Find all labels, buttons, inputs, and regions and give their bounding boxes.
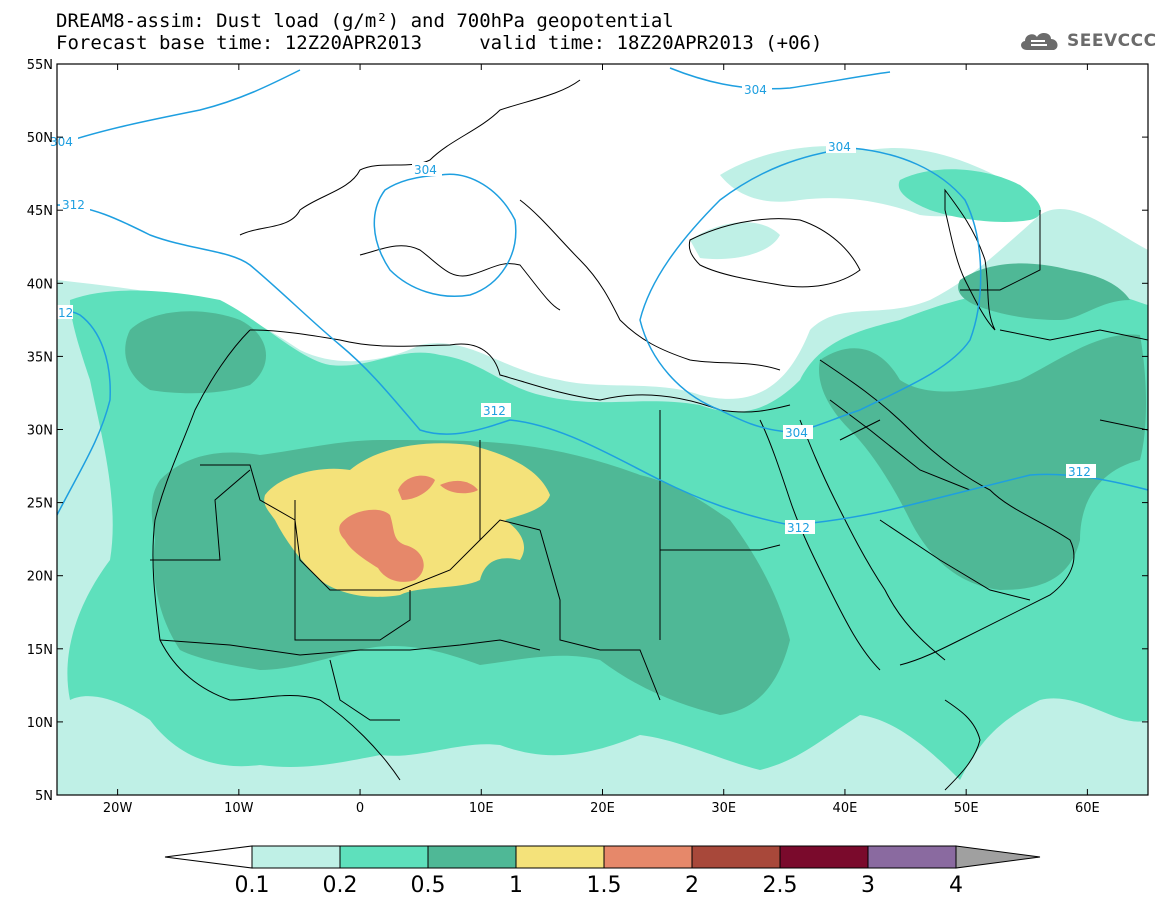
colorbar-box <box>779 845 869 869</box>
seevccc-logo: SEEVCCC <box>1017 28 1157 54</box>
colorbar-box <box>427 845 517 869</box>
contour-304-north <box>669 67 891 90</box>
colorbar-box <box>603 845 693 869</box>
border-sahara-mid <box>150 440 661 701</box>
cloud-icon <box>1021 33 1058 50</box>
logo-text: SEEVCCC <box>1067 31 1157 51</box>
contour-label: 304 <box>828 140 851 154</box>
colorbar-box <box>515 845 605 869</box>
contour-label: 304 <box>744 83 767 97</box>
lon-tick-label: 60E <box>1075 801 1100 816</box>
contour-label: 304 <box>785 426 808 440</box>
colorbar-label: 1 <box>509 873 523 898</box>
lon-tick-label: 10E <box>469 801 494 816</box>
dust-shade-0.2-caspian <box>898 169 1041 222</box>
lat-tick-label: 10N <box>27 716 53 731</box>
dust-shade-0.5-arabia <box>819 334 1146 590</box>
contour-312-west <box>57 204 1148 526</box>
coastline-europe <box>239 79 781 371</box>
colorbar-label: 0.2 <box>323 873 358 898</box>
lat-tick-label: 55N <box>27 58 53 73</box>
lon-tick-label: 20W <box>103 801 133 816</box>
colorbar: 0.1 0.2 0.5 1 1.5 2 2.5 3 4 <box>164 845 1041 898</box>
colorbar-box <box>867 845 957 869</box>
lat-tick-label: 25N <box>27 497 53 512</box>
colorbar-label: 1.5 <box>587 873 622 898</box>
coastline-black-sea <box>688 218 861 288</box>
longitude-axis: 20W 10W 0 10E 20E 30E 40E 50E 60E <box>103 64 1100 816</box>
lat-tick-label: 30N <box>27 424 53 439</box>
border-arabia <box>829 399 1031 601</box>
coastline-caspian <box>944 188 996 331</box>
border-sahel <box>159 639 541 721</box>
dust-shade-1.5-north <box>398 475 435 500</box>
colorbar-box <box>251 845 341 869</box>
lon-tick-label: 50E <box>954 801 979 816</box>
lat-tick-label: 40N <box>27 277 53 292</box>
colorbar-label: 2.5 <box>763 873 798 898</box>
colorbar-label: 4 <box>949 873 963 898</box>
dust-shade-1.5-main <box>339 509 424 582</box>
contour-label: 312 <box>787 521 810 535</box>
colorbar-box <box>691 845 781 869</box>
lat-tick-label: 50N <box>27 131 53 146</box>
dust-shade-1 <box>264 443 550 597</box>
lon-tick-label: 0 <box>356 801 364 816</box>
lon-tick-label: 40E <box>833 801 858 816</box>
contour-label: 12 <box>58 306 73 320</box>
contour-label: 312 <box>1068 465 1091 479</box>
contour-label: 304 <box>50 135 73 149</box>
lat-tick-label: 20N <box>27 570 53 585</box>
dust-shade-1.5-ne <box>440 480 478 494</box>
lat-tick-label: 35N <box>27 350 53 365</box>
lon-tick-label: 20E <box>590 801 615 816</box>
latitude-axis: 55N 50N 45N 40N 35N 30N 25N 20N 15N 10N 5N <box>27 58 1148 804</box>
colorbar-label: 3 <box>861 873 875 898</box>
dust-shade-0.5-west <box>125 311 267 394</box>
lat-tick-label: 45N <box>27 204 53 219</box>
contour-label: 304 <box>414 163 437 177</box>
coastline-arabia <box>819 359 1075 666</box>
border-sahara-west <box>200 464 541 591</box>
coastline-red-sea <box>759 419 946 671</box>
dust-shade-0.1-anatolia <box>690 222 780 260</box>
lat-tick-label: 5N <box>35 789 53 804</box>
forecast-time-line: Forecast base time: 12Z20APR2013 valid t… <box>56 32 823 54</box>
coastline-horn <box>944 699 981 791</box>
colorbar-label: 0.1 <box>235 873 270 898</box>
contour-304-closed <box>373 173 517 297</box>
colorbar-over-triangle <box>955 845 1041 869</box>
contour-304-west <box>57 69 301 146</box>
dust-shade-0.5-east <box>958 263 1130 320</box>
lon-tick-label: 10W <box>224 801 254 816</box>
contour-label: 312 <box>483 404 506 418</box>
colorbar-label: 2 <box>685 873 699 898</box>
contour-304-east <box>639 147 982 433</box>
colorbar-box <box>339 845 429 869</box>
lat-tick-label: 15N <box>27 643 53 658</box>
coastline-west-africa <box>152 329 401 781</box>
colorbar-under-triangle <box>164 845 253 869</box>
contour-label: 312 <box>62 198 85 212</box>
colorbar-label: 0.5 <box>411 873 446 898</box>
map-title: DREAM8-assim: Dust load (g/m²) and 700hP… <box>56 10 674 32</box>
lon-tick-label: 30E <box>711 801 736 816</box>
